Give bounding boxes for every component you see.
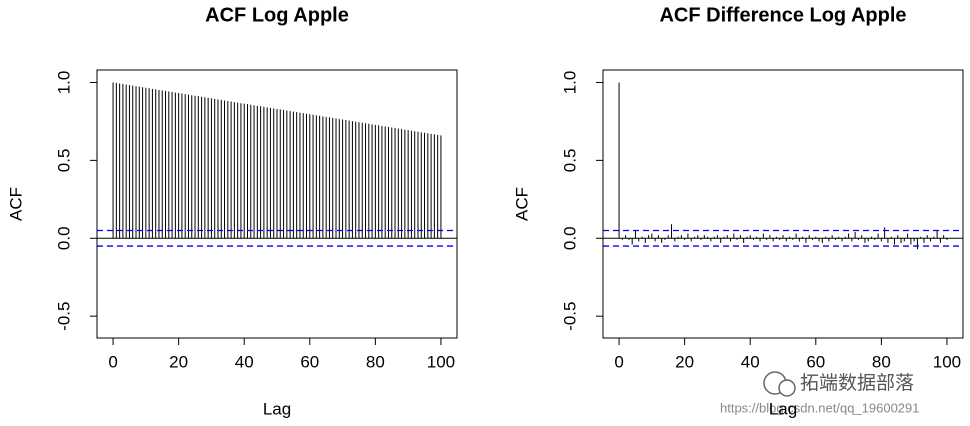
x-tick-label: 80 xyxy=(872,352,891,371)
y-tick-label: 0.0 xyxy=(560,226,579,250)
x-tick-label: 40 xyxy=(741,352,760,371)
y-tick-label: -0.5 xyxy=(54,302,73,331)
y-axis-label: ACF xyxy=(512,187,531,221)
x-tick-label: 0 xyxy=(108,352,117,371)
x-tick-label: 20 xyxy=(675,352,694,371)
y-tick-label: 1.0 xyxy=(560,71,579,95)
y-tick-label: 0.5 xyxy=(54,149,73,173)
x-axis-label: Lag xyxy=(263,399,291,418)
x-tick-label: 100 xyxy=(427,352,455,371)
y-tick-label: -0.5 xyxy=(560,302,579,331)
x-tick-label: 60 xyxy=(806,352,825,371)
y-tick-label: 0.5 xyxy=(560,149,579,173)
x-tick-label: 80 xyxy=(366,352,385,371)
x-tick-label: 100 xyxy=(933,352,961,371)
y-axis-label: ACF xyxy=(6,187,25,221)
x-tick-label: 40 xyxy=(235,352,254,371)
x-tick-label: 20 xyxy=(169,352,188,371)
x-axis-label: Lag xyxy=(769,399,797,418)
watermark-url: https://blog.csdn.net/qq_19600291 xyxy=(720,400,920,415)
acf-panel: ACF Difference Log Apple Lag ACF 0 20 40 60 80 1… xyxy=(512,4,964,418)
plot-frame xyxy=(602,69,964,339)
acf-panel: ACF Log Apple Lag ACF 0 20 40 60 80 100 -0.5 0.0 0.… xyxy=(6,4,458,418)
chart-title: ACF Difference Log Apple xyxy=(659,4,906,26)
y-tick-label: 0.0 xyxy=(54,226,73,250)
x-tick-label: 0 xyxy=(614,352,623,371)
watermark-logo xyxy=(763,371,796,397)
chart-title: ACF Log Apple xyxy=(205,4,349,26)
x-tick-label: 60 xyxy=(300,352,319,371)
y-tick-label: 1.0 xyxy=(54,71,73,95)
watermark-brand: 拓端数据部落 xyxy=(800,372,914,394)
